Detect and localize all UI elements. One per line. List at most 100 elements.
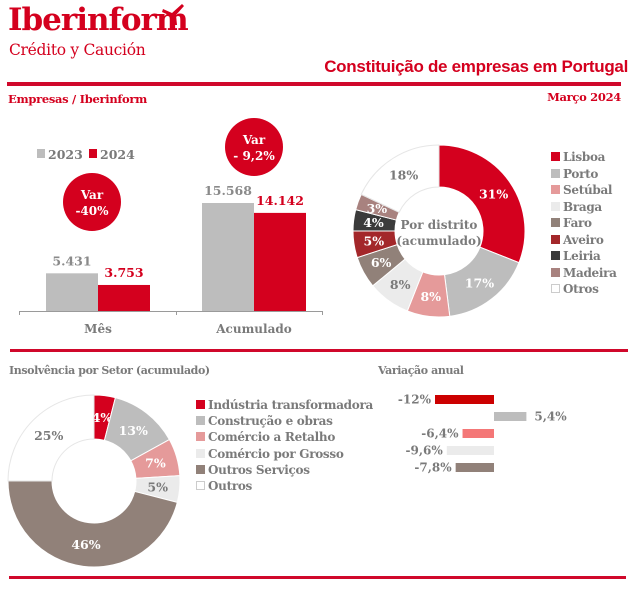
legend-item: Outros	[196, 479, 252, 493]
brand-logo: Iberinform	[8, 2, 189, 38]
legend-label: Otros	[563, 282, 599, 296]
bar-2023-1	[202, 203, 254, 311]
legend-label: Leiria	[563, 249, 601, 263]
slice-label: 8%	[420, 289, 441, 304]
legend-item: Madeira	[551, 266, 617, 280]
legend-label: Indústria transformadora	[208, 398, 373, 412]
variation-label: -12%	[398, 393, 432, 407]
section-divider	[10, 349, 628, 352]
donut-center-label: Por distrito	[401, 218, 478, 232]
legend-item: Indústria transformadora	[196, 398, 373, 412]
bar-2024-0	[98, 284, 150, 311]
bar-2023-0	[46, 273, 98, 311]
variation-bar	[435, 395, 494, 404]
legend-item: Faro	[551, 216, 592, 230]
legend-label: Lisboa	[563, 150, 606, 164]
legend-label: Construção e obras	[208, 414, 333, 429]
slice-label: 4%	[92, 410, 113, 425]
bar-value-label: 15.568	[204, 183, 252, 198]
variation-badge-title: Var	[80, 188, 104, 202]
distrito-legend: Lisboa Porto Setúbal Braga Faro Aveiro Leiria M…	[551, 150, 641, 300]
variation-bar	[462, 429, 494, 438]
variation-label: 5,4%	[534, 410, 567, 424]
legend-item: Setúbal	[551, 183, 613, 197]
slice-label: 8%	[390, 277, 411, 292]
variation-bar	[455, 463, 494, 472]
slice-label: 4%	[363, 215, 384, 230]
legend-swatch	[196, 481, 205, 490]
x-tick-label: Mês	[84, 322, 112, 336]
legend-label: Porto	[563, 166, 599, 181]
variation-label: -7,8%	[414, 461, 452, 475]
brand-subtitle: Crédito y Caución	[9, 41, 146, 59]
slice-label: 46%	[71, 537, 100, 552]
legend-swatch	[551, 218, 560, 227]
slice-outros-serviços	[7, 480, 178, 568]
slice-label: 25%	[34, 428, 63, 443]
legend-swatch-2024	[89, 149, 97, 158]
legend-swatch	[196, 464, 205, 474]
legend-label: Aveiro	[563, 232, 604, 247]
legend-swatch	[551, 267, 560, 277]
legend-label: Faro	[563, 216, 592, 230]
header-divider	[7, 82, 621, 86]
legend-item: Braga	[551, 200, 602, 214]
legend-item: Lisboa	[551, 150, 605, 164]
legend-swatch	[551, 234, 560, 244]
variacao-bar-chart: -12% 5,4% -6,4% -9,6% -7,8%	[398, 393, 567, 475]
variation-bar	[494, 412, 527, 421]
slice-label: 5%	[364, 234, 385, 249]
legend-swatch	[551, 251, 560, 260]
legend-swatch-2023	[37, 149, 45, 158]
setor-legend: Indústria transformadora Construção e obr…	[196, 398, 376, 498]
legend-swatch	[551, 284, 560, 293]
legend-item: Comércio a Retalho	[196, 430, 335, 444]
donut-center-label: (acumulado)	[396, 234, 481, 248]
setor-donut-chart: 4% 13% 7% 5% 46% 25%	[7, 394, 181, 568]
legend-label: Braga	[563, 199, 602, 214]
legend-swatch	[551, 152, 560, 161]
slice-label: 18%	[389, 168, 418, 183]
legend-swatch	[196, 448, 205, 458]
bar-legend: 2023 2024	[37, 147, 135, 162]
section-subtitle: Empresas / Iberinform	[8, 92, 148, 106]
legend-swatch	[551, 201, 560, 211]
legend-swatch	[196, 416, 205, 426]
x-tick-label: Acumulado	[215, 322, 292, 336]
legend-label: Madeira	[563, 265, 617, 280]
variation-label: -9,6%	[406, 444, 444, 458]
legend-item: Outros Serviços	[196, 463, 310, 477]
legend-label: Outros Serviços	[208, 462, 310, 477]
empresas-bar-chart: 2023 2024 5.431 3.753 Mês 15.568 14.142 Acumul…	[19, 118, 323, 336]
bar-value-label: 14.142	[256, 193, 304, 208]
legend-label: Comércio por Grosso	[208, 446, 344, 461]
period-label: Março 2024	[547, 90, 621, 104]
page-title: Constituição de empresas em Portugal	[324, 57, 628, 76]
legend-item: Otros	[551, 282, 599, 296]
distrito-donut-chart: 31%17%8%8%6%5%4%3%18%Por distrito(acumul…	[352, 144, 526, 318]
legend-swatch	[551, 185, 560, 194]
legend-item: Leiria	[551, 249, 601, 263]
bar-value-label: 3.753	[104, 265, 143, 280]
setor-title: Insolvência por Setor (acumulado)	[9, 364, 210, 377]
bird-swoosh-icon	[162, 4, 184, 25]
legend-label: Setúbal	[563, 183, 613, 197]
slice-otros	[360, 144, 440, 213]
slice-outros	[7, 394, 95, 482]
slice-label: 6%	[371, 255, 392, 270]
legend-swatch	[551, 168, 560, 178]
variation-badge	[63, 173, 121, 231]
bar-value-label: 5.431	[52, 253, 91, 268]
variacao-title: Variação anual	[378, 364, 464, 377]
slice-label: 13%	[119, 423, 148, 438]
legend-label-2024: 2024	[100, 147, 135, 162]
legend-label-2023: 2023	[48, 147, 83, 162]
legend-item: Porto	[551, 167, 598, 181]
slice-lisboa	[438, 144, 526, 264]
slice-label: 31%	[479, 186, 508, 201]
legend-label: Outros	[208, 479, 253, 493]
variation-badge	[225, 118, 283, 176]
footer-divider	[9, 576, 626, 579]
legend-item: Construção e obras	[196, 414, 333, 428]
variation-badge-title: Var	[242, 133, 266, 147]
